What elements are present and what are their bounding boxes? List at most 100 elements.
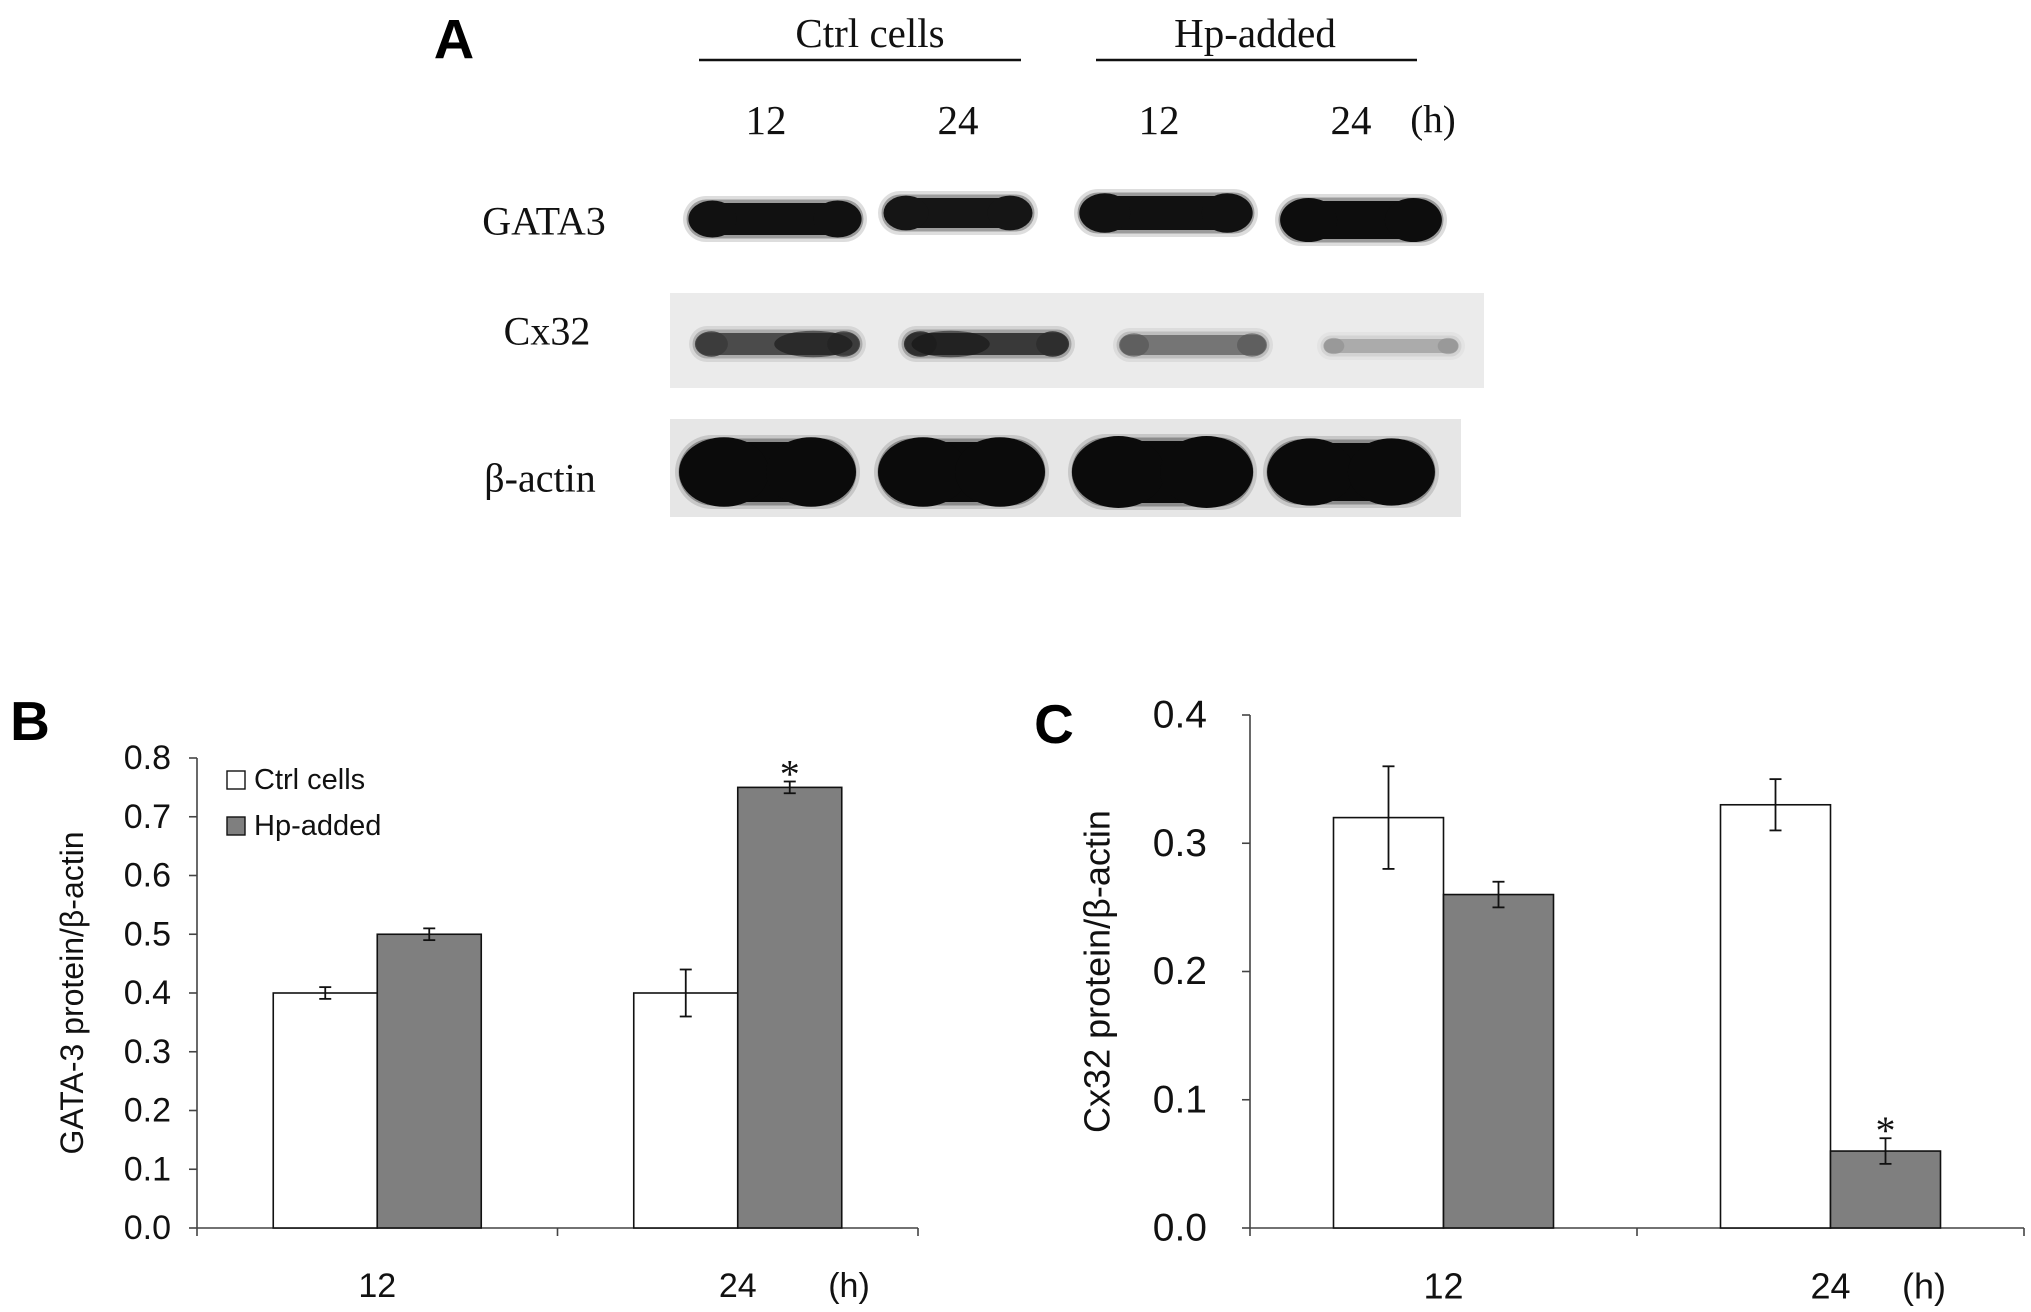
lane-label-4: 24 — [1331, 97, 1372, 143]
significance-asterisk: * — [780, 752, 800, 797]
lane-label-2: 24 — [938, 97, 979, 143]
row-label-gata3: GATA3 — [482, 199, 605, 244]
beta-actin-band-lane-4 — [1263, 436, 1439, 508]
y-tick-label: 0.1 — [124, 1150, 171, 1188]
gata3-band-lane-2 — [878, 191, 1038, 235]
bar-hp-added-12h — [376, 933, 483, 1229]
cx32-band-lane-1 — [689, 326, 866, 362]
band-end — [813, 200, 862, 238]
band-dense-region — [774, 330, 853, 358]
band-end — [1119, 333, 1149, 357]
gata3-band-lane-1 — [683, 196, 867, 242]
bar-series-2-12h — [1442, 893, 1555, 1229]
y-tick-label: 0.0 — [1153, 1207, 1207, 1250]
bar-series-1-12h — [1332, 816, 1445, 1229]
error-bar-series-1-24h — [1769, 778, 1782, 832]
y-axis-title: GATA-3 protein/β-actin — [54, 831, 90, 1154]
band-end — [1347, 438, 1435, 506]
y-tick-label: 0.4 — [1153, 694, 1207, 737]
band-end — [1036, 331, 1070, 357]
panel-c-chart: C 0.0 0.1 0.2 0.3 0.4 Cx32 protein/β-actin 12 24… — [1034, 693, 2025, 1307]
y-tick-label: 0.6 — [124, 857, 171, 895]
panel-b-label: B — [10, 690, 50, 752]
gata3-band-lane-4 — [1275, 194, 1447, 246]
band-end — [1079, 193, 1131, 233]
beta-actin-band-lane-1 — [675, 435, 860, 509]
y-tick-label: 0.7 — [124, 798, 171, 836]
band-end — [1384, 197, 1442, 243]
legend-swatch-hp-added — [226, 816, 246, 836]
y-tick-label: 0.1 — [1153, 1078, 1207, 1121]
band-end — [694, 331, 728, 357]
error-bar-ctrl-cells-24h — [679, 968, 692, 1018]
band-end — [1267, 438, 1355, 506]
band-dense-region — [911, 330, 990, 358]
y-tick-label: 0.0 — [124, 1209, 171, 1247]
x-axis-unit: (h) — [828, 1267, 870, 1305]
x-axis-unit: (h) — [1902, 1266, 1946, 1307]
band-end — [679, 437, 769, 507]
row-label-cx32: Cx32 — [504, 309, 591, 354]
cx32-band-lane-4 — [1317, 332, 1465, 360]
error-bar-ctrl-cells-12h — [319, 986, 332, 1000]
band-end — [1280, 197, 1338, 243]
band-end — [1237, 333, 1267, 357]
legend-label: Hp-added — [254, 810, 381, 842]
y-tick-label: 0.8 — [124, 739, 171, 777]
y-tick-label: 0.4 — [124, 974, 171, 1012]
band-end — [1160, 436, 1254, 508]
band-core — [1120, 335, 1266, 355]
bar-series-1-24h — [1719, 803, 1832, 1229]
y-tick-label: 0.3 — [124, 1033, 171, 1071]
error-bar-hp-added-12h — [423, 927, 436, 942]
band-core — [1324, 339, 1458, 353]
cx32-band-lane-2 — [898, 326, 1075, 362]
band-end — [1323, 337, 1345, 355]
panel-b-chart: B 0.0 0.1 0.2 0.3 0.4 0.5 0.6 0.7 0.8 GATA-3 prote… — [10, 690, 919, 1305]
error-bar-series-2-12h — [1492, 880, 1505, 909]
group-label-ctrl-cells: Ctrl cells — [795, 10, 944, 56]
y-tick-label: 0.2 — [124, 1092, 171, 1130]
panel-a: A Ctrl cells Hp-added 12 24 12 24 (h) GA… — [434, 8, 1484, 517]
y-tick-label: 0.2 — [1153, 950, 1207, 993]
blot-bands — [675, 189, 1465, 510]
band-end — [1201, 193, 1253, 233]
lane-label-1: 12 — [746, 97, 787, 143]
bar-hp-added-24h — [736, 786, 843, 1229]
x-tick-label: 24 — [1810, 1266, 1850, 1307]
x-tick-label: 24 — [719, 1267, 757, 1305]
band-end — [955, 437, 1045, 507]
legend-label: Ctrl cells — [254, 764, 365, 796]
legend-swatch-ctrl-cells — [226, 770, 246, 790]
panel-c-label: C — [1034, 693, 1074, 755]
legend: Ctrl cells Hp-added — [226, 764, 381, 842]
gata3-band-lane-3 — [1074, 189, 1258, 237]
beta-actin-band-lane-2 — [874, 435, 1049, 509]
x-tick-label: 12 — [1423, 1266, 1463, 1307]
time-unit-label: (h) — [1410, 99, 1455, 142]
y-tick-label: 0.3 — [1153, 822, 1207, 865]
group-label-hp-added: Hp-added — [1174, 10, 1336, 56]
y-tick-label: 0.5 — [124, 915, 171, 953]
beta-actin-band-lane-3 — [1068, 434, 1257, 510]
error-bar-hp-added-24h — [783, 780, 796, 795]
row-label-beta-actin: β-actin — [484, 456, 595, 501]
band-end — [987, 195, 1033, 231]
error-bar-series-2-24h — [1879, 1137, 1892, 1165]
cx32-band-lane-3 — [1113, 328, 1273, 362]
error-bar-series-1-12h — [1382, 765, 1395, 870]
band-end — [883, 195, 929, 231]
band-end — [766, 437, 856, 507]
y-axis-title: Cx32 protein/β-actin — [1077, 810, 1118, 1133]
lane-label-3: 12 — [1139, 97, 1180, 143]
x-tick-label: 12 — [358, 1267, 396, 1305]
band-end — [1437, 337, 1459, 355]
band-end — [878, 437, 968, 507]
bar-ctrl-cells-12h — [272, 992, 379, 1229]
band-end — [1071, 436, 1165, 508]
band-end — [688, 200, 737, 238]
significance-asterisk: * — [1876, 1108, 1896, 1153]
panel-a-label: A — [434, 8, 474, 71]
bar-ctrl-cells-24h — [632, 992, 739, 1229]
